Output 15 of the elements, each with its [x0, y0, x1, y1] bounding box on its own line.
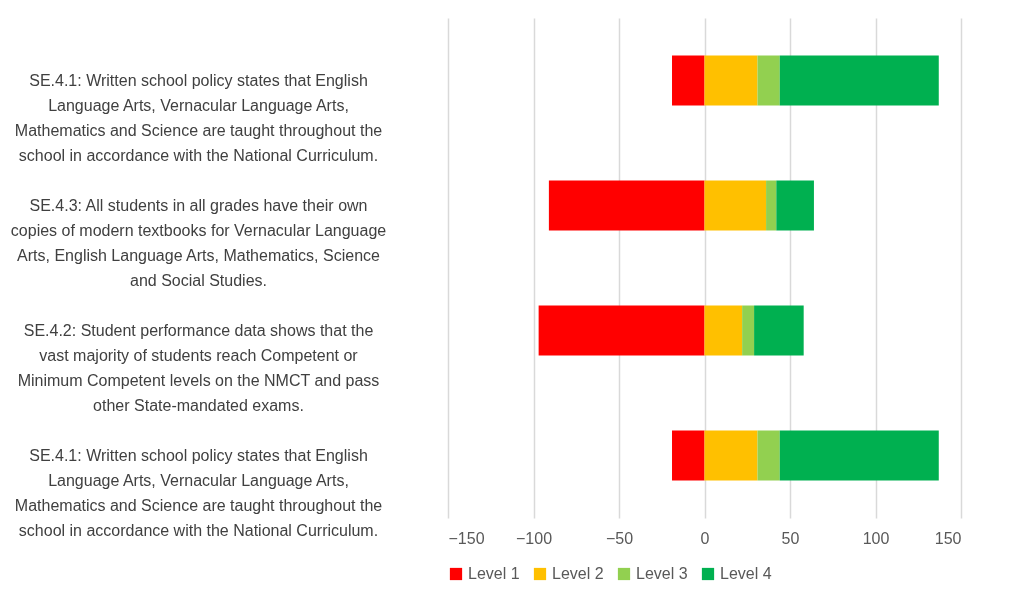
x-tick-label: 50	[781, 529, 800, 547]
legend-label: Level 4	[720, 565, 772, 582]
x-tick-label: 100	[862, 529, 890, 547]
x-tick-label: −100	[515, 529, 553, 547]
legend-label: Level 1	[468, 565, 520, 582]
x-tick-label: 150	[934, 529, 962, 547]
y-tick-label: SE.4.3: All students in all grades have their own copies of modern textbooks for Vernacular Language Arts, English Language Arts, Mathematics, Science and Social Studies.	[10, 196, 387, 289]
legend-label: Level 3	[636, 565, 688, 582]
y-tick-label: SE.4.1: Written school policy states that English Language Arts, Vernacular Language Arts, Mathematics and Science are taught throughout the school in accordance with the National Curriculum.	[14, 446, 383, 539]
y-tick-label: SE.4.1: Written school policy states that English Language Arts, Vernacular Language Arts, Mathematics and Science are taught throughout the school in accordance with the National Curriculum.	[14, 71, 383, 164]
x-tick-label: 0	[700, 529, 710, 547]
y-tick-label: SE.4.2: Student performance data shows that the vast majority of students reach Competent or Minimum Competent levels on the NMCT and pass other State-mandated exams.	[17, 321, 380, 414]
x-tick-label: −150	[448, 529, 485, 547]
x-tick-label: −50	[605, 529, 634, 547]
legend-label: Level 2	[552, 565, 604, 582]
